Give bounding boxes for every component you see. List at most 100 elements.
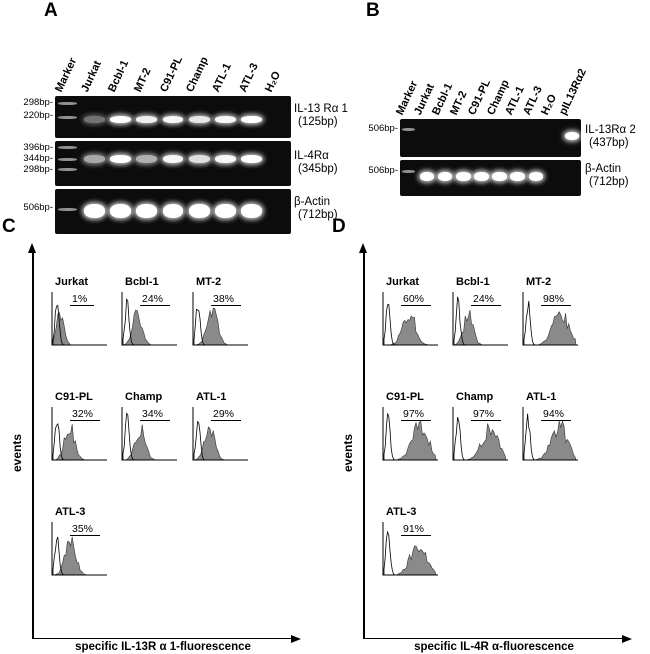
cell-line-name: C91-PL [55,391,93,403]
gel-target-label: β-Actin [294,196,331,208]
histogram-d-champ: Champ 97% [446,391,512,471]
gel-strip-a-beta-actin [55,189,291,234]
percent-gate-label: 29% [211,408,242,421]
flow-histogram-plot [121,407,177,461]
d-y-axis-label: events [341,433,355,472]
marker-ladder-band [58,115,78,119]
gel-strip-a-il13ra1 [55,96,291,138]
gel-band [214,155,236,163]
size-marker-label: 506bp- [368,165,398,176]
panel-b-letter: B [366,0,380,21]
lane-label-b-9: pIL13Rα2 [557,67,589,117]
gel-band [241,155,263,163]
gel-band [214,203,236,218]
cell-line-name: ATL-3 [386,506,417,518]
panel-a-letter: A [44,0,58,21]
gel-target-label: (345bp) [298,163,338,175]
histogram-c-bcbl-1: Bcbl-1 24% [115,276,181,356]
d-x-axis [363,637,623,639]
flow-histogram-plot [452,292,508,346]
size-marker-label: 298bp- [23,97,53,108]
flow-histogram-plot [192,292,248,346]
cell-line-name: Jurkat [55,276,89,288]
gel-band [110,116,132,124]
gel-band [162,203,184,218]
flow-histogram-plot [452,407,508,461]
gel-band [528,172,543,182]
marker-ladder-band [58,207,78,211]
size-marker-label: 344bp- [23,153,53,164]
lane-label-a-8: H₂O [262,69,283,94]
lane-label-a-2: Bcbl-1 [105,58,131,94]
cell-line-name: Bcbl-1 [125,276,159,288]
flow-histogram-plot [51,522,107,576]
gel-band [188,116,210,124]
size-marker-label: 220bp- [23,110,53,121]
gel-band [492,172,507,182]
flow-histogram-plot [51,292,107,346]
histogram-d-jurkat: Jurkat 60% [376,276,442,356]
histogram-d-mt-2: MT-2 98% [516,276,582,356]
gel-target-label: β-Actin [585,163,622,175]
panel-d-letter: D [332,216,346,237]
cell-line-name: Bcbl-1 [456,276,490,288]
histogram-d-bcbl-1: Bcbl-1 24% [446,276,512,356]
histogram-c-champ: Champ 34% [115,391,181,471]
lane-label-a-3: MT-2 [131,66,154,94]
marker-ladder-band [58,146,78,150]
gel-band [510,172,525,182]
size-marker-label: 506bp- [368,123,398,134]
gel-band [188,155,210,163]
size-marker-label: 396bp- [23,142,53,153]
histogram-d-atl-3: ATL-3 91% [376,506,442,586]
cell-line-name: Champ [125,391,163,403]
histogram-c-jurkat: Jurkat 1% [45,276,111,356]
percent-gate-label: 98% [541,293,572,306]
gel-band [83,155,105,163]
histogram-c-atl-1: ATL-1 29% [186,391,252,471]
gel-band [110,155,132,163]
d-y-axis-arrow [359,243,367,253]
gel-strip-b-beta-actin [400,160,581,196]
lane-label-a-4: C91-PL [158,54,186,94]
c-x-axis-arrow [291,634,301,643]
percent-gate-label: 38% [211,293,242,306]
gel-band [241,203,263,218]
flow-histogram-plot [382,407,438,461]
percent-gate-label: 94% [541,408,572,421]
cell-line-name: MT-2 [526,276,552,288]
cell-line-name: Champ [456,391,494,403]
percent-gate-label: 35% [70,523,101,536]
lane-label-a-0: Marker [53,56,80,94]
gel-band [136,155,158,163]
flow-histogram-plot [121,292,177,346]
percent-gate-label: 97% [401,408,432,421]
gel-strip-b-il13ra2 [400,119,581,157]
gel-band [241,116,263,124]
gel-band [188,203,210,218]
gel-target-label: (125bp) [298,116,338,128]
gel-band [214,116,236,124]
lane-label-a-5: Champ [184,55,211,94]
histogram-d-c91-pl: C91-PL 97% [376,391,442,471]
gel-strip-a-il4ra [55,141,291,186]
gel-band [438,172,453,182]
percent-gate-label: 60% [401,293,432,306]
gel-band [83,116,105,124]
d-x-axis-label: specific IL-4R α-fluorescence [414,641,574,653]
size-marker-label: 506bp- [23,202,53,213]
percent-gate-label: 97% [471,408,502,421]
gel-target-label: IL-13 Rα 1 [294,103,348,115]
gel-band [162,155,184,163]
gel-target-label: (437bp) [589,137,629,149]
cell-line-name: Jurkat [386,276,420,288]
marker-ladder-band [402,170,416,174]
histogram-d-atl-1: ATL-1 94% [516,391,582,471]
gel-band [456,172,471,182]
gel-band [474,172,489,182]
percent-gate-label: 91% [401,523,432,536]
histogram-c-c91-pl: C91-PL 32% [45,391,111,471]
percent-gate-label: 24% [140,293,171,306]
cell-line-name: ATL-1 [526,391,557,403]
